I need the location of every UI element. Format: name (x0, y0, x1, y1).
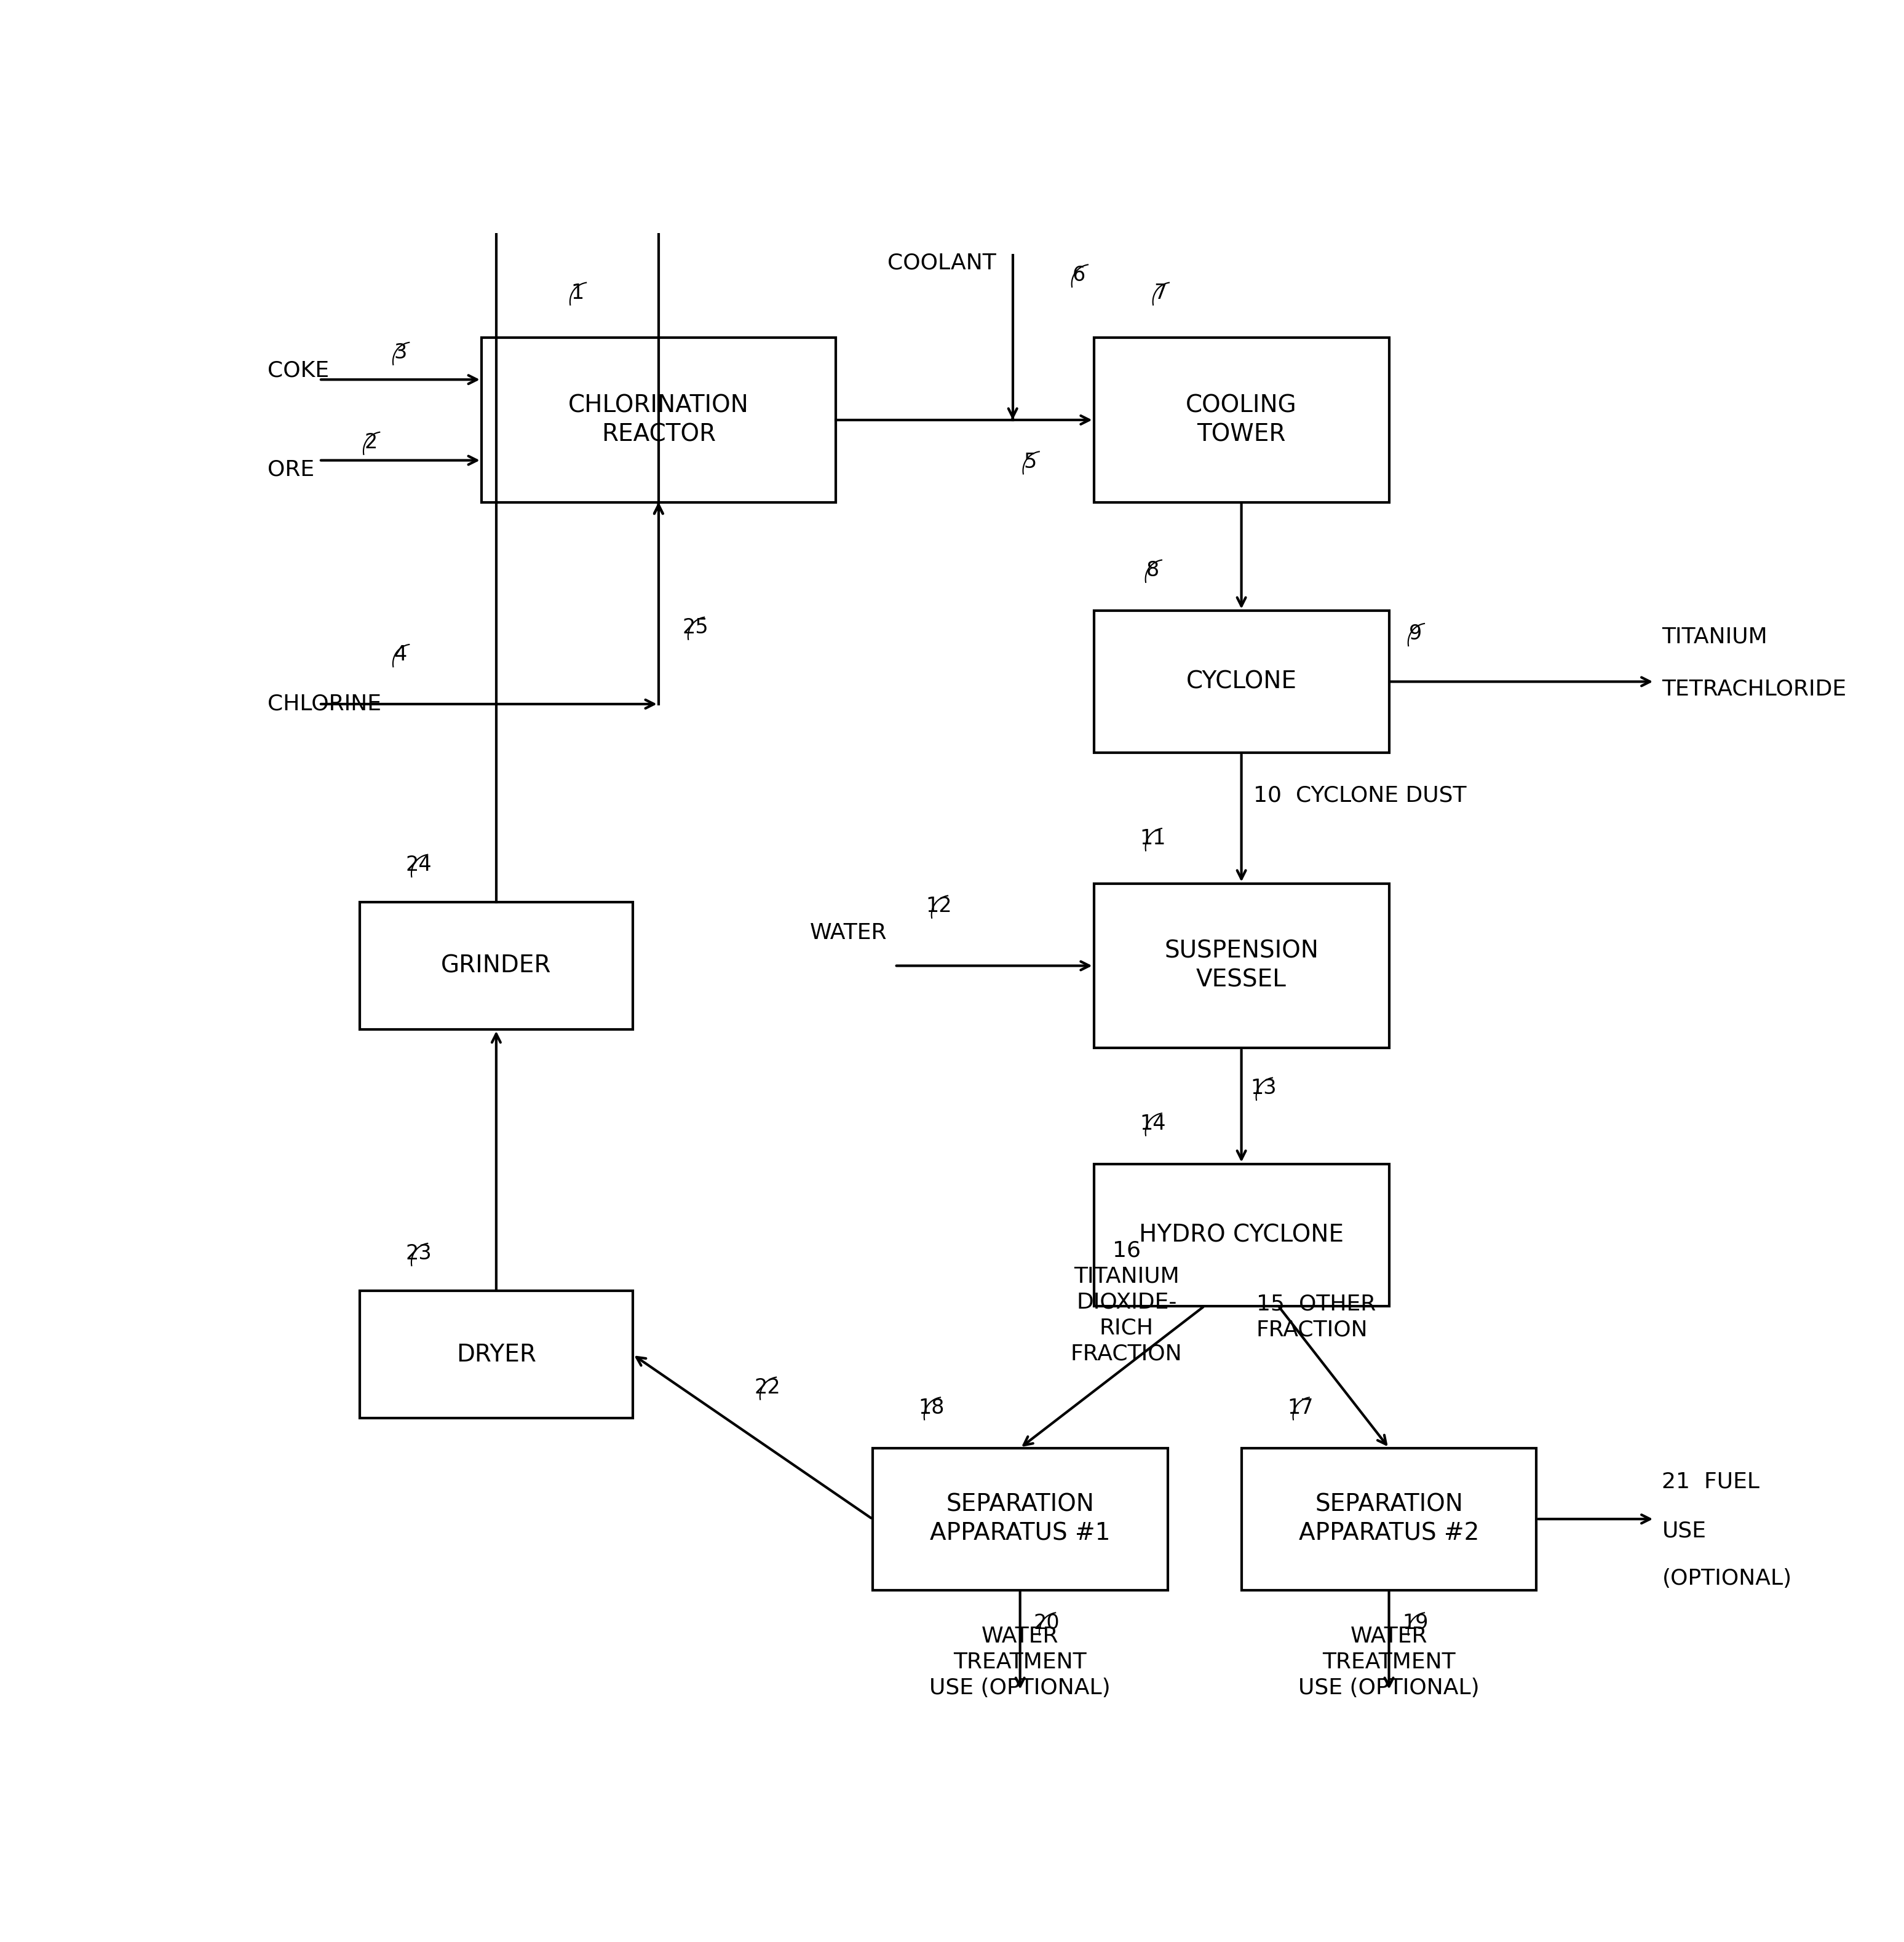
Bar (1095, 338, 1390, 503)
Text: 6: 6 (1072, 264, 1085, 285)
Bar (360, 903, 632, 1029)
Bar (872, 1449, 1167, 1590)
Text: GRINDER: GRINDER (442, 954, 552, 977)
Text: 4: 4 (394, 645, 407, 664)
Text: 1: 1 (571, 284, 585, 303)
Text: WATER
TREATMENT
USE (OPTIONAL): WATER TREATMENT USE (OPTIONAL) (1299, 1625, 1479, 1699)
Text: COOLING
TOWER: COOLING TOWER (1186, 394, 1297, 447)
Text: 16
TITANIUM
DIOXIDE-
RICH
FRACTION: 16 TITANIUM DIOXIDE- RICH FRACTION (1070, 1241, 1182, 1365)
Text: 23: 23 (406, 1243, 432, 1264)
Text: 7: 7 (1154, 284, 1167, 303)
Text: 20: 20 (1034, 1612, 1061, 1633)
Text: SUSPENSION
VESSEL: SUSPENSION VESSEL (1163, 940, 1319, 992)
Bar (482, 338, 836, 503)
Text: SEPARATION
APPARATUS #2: SEPARATION APPARATUS #2 (1299, 1493, 1479, 1546)
Text: 18: 18 (918, 1398, 944, 1418)
Text: 19: 19 (1403, 1612, 1428, 1633)
Text: SEPARATION
APPARATUS #1: SEPARATION APPARATUS #1 (929, 1493, 1110, 1546)
Text: 11: 11 (1140, 829, 1165, 849)
Text: 8: 8 (1146, 559, 1160, 581)
Bar (1095, 884, 1390, 1049)
Text: DRYER: DRYER (457, 1342, 537, 1367)
Text: HYDRO CYCLONE: HYDRO CYCLONE (1139, 1223, 1344, 1247)
Text: WATER
TREATMENT
USE (OPTIONAL): WATER TREATMENT USE (OPTIONAL) (929, 1625, 1110, 1699)
Text: 10  CYCLONE DUST: 10 CYCLONE DUST (1253, 785, 1466, 806)
Text: 15  OTHER
FRACTION: 15 OTHER FRACTION (1257, 1293, 1375, 1340)
Text: CHLORINATION
REACTOR: CHLORINATION REACTOR (567, 394, 748, 447)
Text: CHLORINE: CHLORINE (267, 693, 381, 715)
Text: 5: 5 (1024, 452, 1038, 472)
Text: 21  FUEL: 21 FUEL (1662, 1472, 1759, 1491)
Bar (360, 1291, 632, 1418)
Text: 24: 24 (406, 854, 432, 876)
Bar (1095, 1163, 1390, 1305)
Text: TETRACHLORIDE: TETRACHLORIDE (1662, 678, 1847, 699)
Text: 2: 2 (364, 433, 377, 452)
Text: COKE: COKE (267, 359, 329, 381)
Text: (OPTIONAL): (OPTIONAL) (1662, 1569, 1792, 1589)
Text: 9: 9 (1409, 623, 1422, 645)
Text: TITANIUM: TITANIUM (1662, 627, 1767, 647)
Text: 17: 17 (1287, 1398, 1314, 1418)
Text: 25: 25 (682, 618, 708, 637)
Text: 22: 22 (754, 1377, 781, 1398)
Bar (1095, 610, 1390, 753)
Text: 14: 14 (1140, 1113, 1165, 1134)
Text: COOLANT: COOLANT (887, 252, 996, 274)
Bar (1241, 1449, 1537, 1590)
Text: WATER: WATER (809, 922, 887, 944)
Text: 13: 13 (1251, 1078, 1276, 1097)
Text: ORE: ORE (267, 458, 314, 480)
Text: 12: 12 (925, 895, 952, 917)
Text: USE: USE (1662, 1521, 1706, 1542)
Text: 3: 3 (394, 342, 407, 363)
Text: CYCLONE: CYCLONE (1186, 670, 1297, 693)
